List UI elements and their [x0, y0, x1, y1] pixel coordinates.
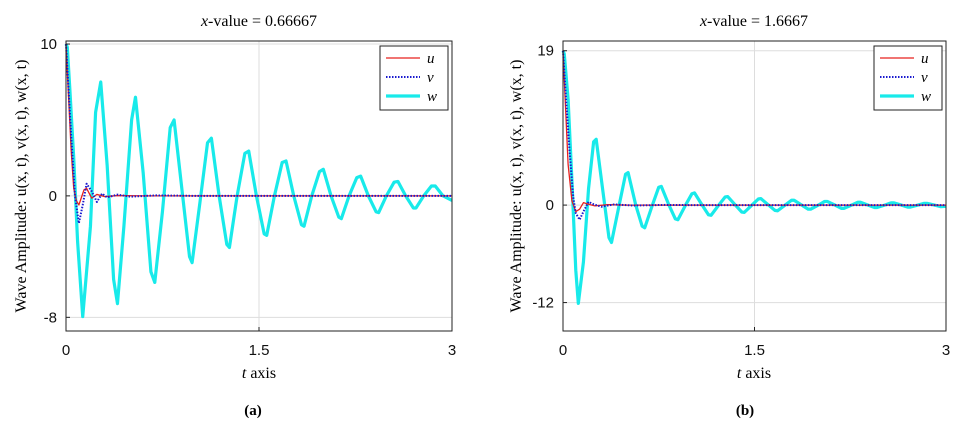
chart-a-title: x-value = 0.66667 [200, 13, 317, 30]
chart-b-ytick-label: -12 [532, 295, 554, 312]
chart-a: x-value = 0.66667 0 1.5 3 -8 0 10 Wave Amplit… [13, 13, 456, 419]
chart-b-series [561, 50, 947, 305]
chart-b-legend-label-u: u [921, 51, 929, 67]
chart-b-series-u-line [562, 50, 946, 213]
chart-b-legend-label-w: w [921, 89, 931, 105]
chart-a-ytick-label: 0 [49, 188, 57, 205]
chart-b-xtick-label: 3 [942, 342, 950, 359]
chart-b-ytick-label: 0 [546, 197, 554, 214]
chart-b-title: x-value = 1.6667 [699, 13, 808, 30]
chart-a-ytick-label: 10 [40, 36, 57, 53]
chart-a-legend-label-v: v [427, 70, 434, 86]
chart-a-series-w-line [64, 43, 453, 319]
panel-label-b: (b) [736, 403, 754, 419]
chart-b-xtick-label: 0 [559, 342, 567, 359]
chart-a-xtick-label: 0 [62, 342, 70, 359]
chart-a-ticks: 0 1.5 3 -8 0 10 [40, 36, 456, 359]
chart-a-legend-label-u: u [427, 51, 435, 67]
chart-b: x-value = 1.6667 0 1.5 3 -12 0 19 Wave Amplit… [508, 13, 950, 419]
chart-a-xlabel: t axis [242, 365, 276, 382]
chart-a-ylabel: Wave Amplitude: u(x, t), v(x, t), w(x, t… [13, 60, 30, 313]
chart-b-xlabel: t axis [737, 365, 771, 382]
chart-b-xtick-label: 1.5 [744, 342, 765, 359]
chart-b-legend-label-v: v [921, 70, 928, 86]
chart-a-xtick-label: 3 [448, 342, 456, 359]
chart-b-ytick-label: 19 [537, 43, 554, 60]
chart-a-legend-label-w: w [427, 89, 437, 105]
chart-b-ylabel: Wave Amplitude: u(x, t), v(x, t), w(x, t… [508, 60, 525, 313]
chart-b-legend: uvw [873, 45, 943, 111]
chart-a-xtick-label: 1.5 [249, 342, 270, 359]
panel-label-a: (a) [244, 403, 262, 419]
chart-b-series-w-line [561, 50, 947, 305]
chart-b-ticks: 0 1.5 3 -12 0 19 [532, 43, 950, 359]
chart-a-series-v-line [65, 43, 452, 225]
chart-a-series [64, 43, 453, 319]
chart-a-legend: uvw [379, 45, 449, 111]
chart-a-ytick-label: -8 [44, 309, 57, 326]
